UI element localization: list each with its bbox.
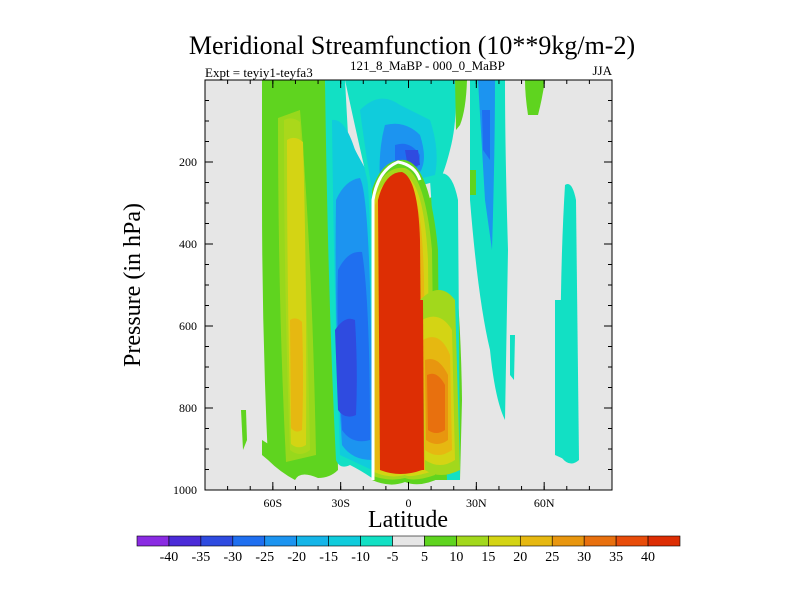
contour-nh-teal-speck [510,335,515,380]
y-axis-ticks: 200 400 600 800 1000 [173,100,612,497]
colorbar-label: 30 [577,550,591,565]
colorbar-label: -5 [387,550,399,565]
contour-sh-speck-1 [241,410,247,450]
y-tick-label: 200 [179,155,197,169]
colorbar-swatch [488,535,521,547]
y-tick-label: 800 [179,401,197,415]
contour-nh-green-speck [470,170,476,195]
colorbar-swatch [200,535,234,547]
colorbar-swatch [328,535,361,547]
y-tick-label: 600 [179,319,197,333]
colorbar-label: 5 [421,550,428,565]
colorbar-swatch [264,535,298,547]
colorbar-label: 40 [641,550,655,565]
colorbar-label: -25 [255,550,274,565]
colorbar-label: -35 [192,550,211,565]
x-axis-ticks: 60S 30S 0 30N 60N [227,80,590,510]
colorbar-swatch [615,535,649,547]
colorbar-swatch [551,535,585,547]
contour-tropical-red-lower [380,300,424,470]
x-axis-label: Latitude [368,507,448,533]
colorbar-swatch [360,535,393,547]
x-tick-label: 60S [263,496,282,510]
colorbar-swatch [647,535,681,547]
colorbar-swatch [424,535,457,547]
season-label: JJA [592,63,612,78]
colorbar-label: 15 [481,550,495,565]
colorbar-swatch [136,535,170,547]
experiment-period-label: 121_8_MaBP - 000_0_MaBP [350,58,505,73]
y-axis-label: Pressure (in hPa) [120,203,146,367]
colorbar-label: -40 [160,550,179,565]
contour-sh-orange-core [290,318,303,432]
colorbar-swatch [456,535,489,547]
colorbar-label: 20 [513,550,527,565]
x-tick-label: 60N [534,496,555,510]
contour-nh-darkorange-core [427,373,445,433]
contour-field [241,80,579,485]
colorbar-label: -10 [351,550,370,565]
colorbar-label: 35 [609,550,623,565]
x-tick-label: 0 [406,496,412,510]
chart-title: Meridional Streamfunction (10**9kg/m-2) [189,31,635,60]
y-tick-label: 1000 [173,483,197,497]
contour-nh-teal-patch [555,300,566,460]
colorbar-swatch [168,535,202,547]
colorbar: -40 -35 -30 -25 -20 -15 -10 -5 5 10 15 20 25 30 35 40 [136,535,681,565]
contour-tropical-white-outline [371,160,422,480]
contour-nh-green-top-strip [525,80,545,115]
colorbar-swatch [296,535,329,547]
colorbar-label: -15 [319,550,338,565]
colorbar-swatch [519,535,553,547]
colorbar-swatch [583,535,617,547]
x-tick-label: 30S [331,496,350,510]
colorbar-label: 25 [545,550,559,565]
colorbar-label: -20 [287,550,306,565]
contour-nh-green-strip [455,80,467,130]
colorbar-label: -30 [223,550,242,565]
experiment-label: Expt = teyiy1-teyfa3 [205,65,313,80]
contour-nh-teal-strip [470,80,508,420]
colorbar-label: 10 [449,550,463,565]
y-tick-label: 400 [179,237,197,251]
x-tick-label: 30N [466,496,487,510]
contour-nh-blue-strip [478,80,495,250]
colorbar-swatch [232,535,266,547]
colorbar-swatch [392,535,425,547]
contour-nh-darkblue-strip [482,110,490,160]
contour-sh-darkblue-core [335,318,357,417]
